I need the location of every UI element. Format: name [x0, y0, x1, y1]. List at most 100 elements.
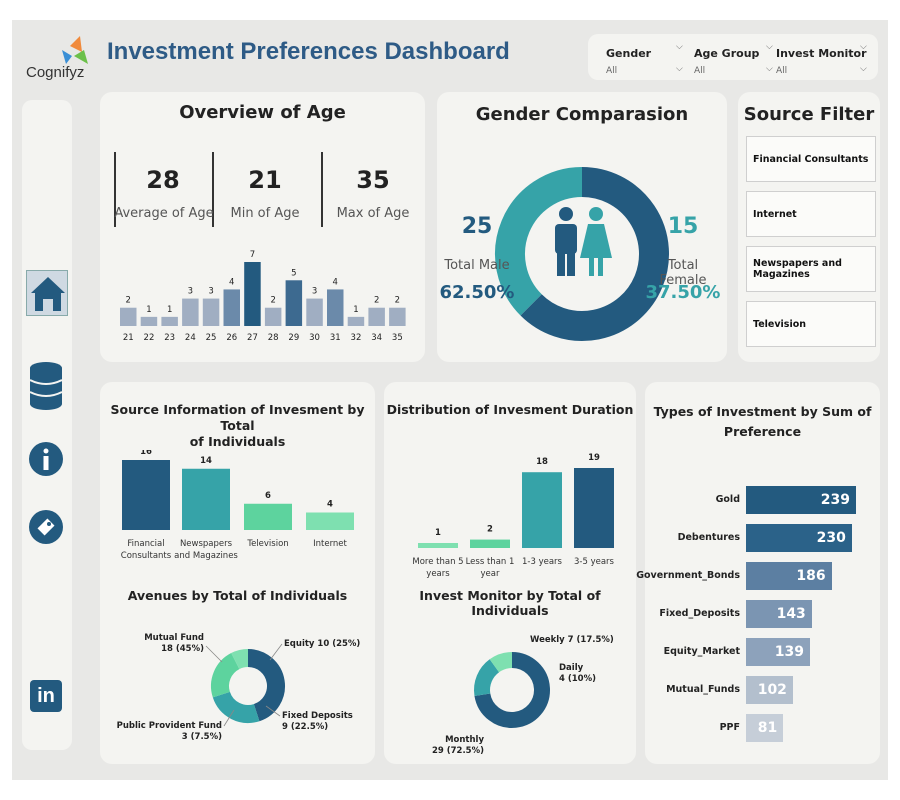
average-age-value: 28 [146, 166, 180, 194]
age-tick-label: 28 [268, 333, 279, 343]
source-filter-newspapers[interactable]: Newspapers and Magazines [746, 246, 876, 292]
duration-bar [470, 539, 510, 548]
source-category-label: Consultants [121, 551, 172, 561]
filter-age-group[interactable]: Age Group ⌵ All ⌵ [694, 42, 774, 76]
source-filter-internet[interactable]: Internet [746, 191, 876, 237]
age-bar-label: 4 [229, 277, 234, 287]
source-filter-financial-consultants[interactable]: Financial Consultants [746, 136, 876, 182]
age-bar-label: 2 [395, 296, 400, 306]
source-filter-television[interactable]: Television [746, 301, 876, 347]
source-filter-card: Source Filter Financial Consultants Inte… [738, 92, 880, 362]
types-title: Types of Investment by Sum of Preference [645, 402, 880, 442]
chevron-down-icon: ⌵ [766, 64, 773, 74]
sidebar: in [22, 100, 72, 750]
duration-category-label: 1-3 years [522, 557, 563, 567]
source-info-title: Source Information of Invesment by Total… [100, 402, 375, 450]
age-bar-label: 1 [353, 305, 358, 315]
female-icon [589, 258, 594, 276]
female-label: Total Female [659, 258, 707, 288]
logo-mark-icon [62, 36, 88, 64]
types-card: Types of Investment by Sum of Preference… [636, 382, 880, 764]
filter-gender[interactable]: Gender ⌵ All ⌵ [606, 42, 686, 76]
age-bar [264, 307, 282, 326]
duration-bar-chart: 1 More than 5 years 2 Less than 1 year 18 1-3 y… [412, 453, 614, 579]
avenues-label: Fixed Deposits [282, 711, 353, 721]
male-count: 25 [461, 214, 493, 239]
monitor-slice [474, 659, 500, 696]
source-bar-value: 14 [200, 456, 212, 466]
filter-label: Gender [606, 47, 652, 60]
filter-label: Age Group [694, 47, 760, 60]
age-tick-label: 24 [185, 333, 196, 343]
avenues-label: 3 (7.5%) [182, 732, 222, 742]
type-bar: 186 [746, 562, 832, 590]
avenues-label: 18 (45%) [161, 644, 204, 654]
male-icon [567, 252, 575, 276]
duration-category-label: Less than 1 [466, 557, 515, 567]
avenues-slice [211, 653, 240, 698]
gender-slice [495, 167, 583, 316]
max-age-label: Max of Age [336, 206, 410, 221]
female-count: 15 [667, 214, 699, 239]
age-bar-label: 2 [126, 296, 131, 306]
source-bar [122, 460, 170, 530]
age-bar [389, 307, 406, 326]
tag-icon[interactable] [27, 508, 67, 548]
male-percent: 62.50% [439, 282, 515, 303]
chevron-down-icon: ⌵ [860, 64, 867, 74]
duration-bar-value: 1 [435, 528, 441, 538]
age-tick-label: 34 [371, 333, 382, 343]
source-filter-title: Source Filter [743, 104, 875, 125]
linkedin-icon[interactable]: in [30, 680, 62, 712]
gender-title: Gender Comparasion [475, 104, 689, 125]
gender-card: Gender Comparasion 25 Total Male 62.50% … [437, 92, 727, 362]
source-info-title-line2: of Individuals [189, 434, 286, 449]
source-bar-value: 6 [265, 491, 271, 501]
age-bar-label: 1 [167, 305, 172, 315]
age-bar [285, 280, 303, 326]
divider [321, 152, 323, 227]
age-bar-label: 3 [312, 287, 317, 297]
leader-line [205, 645, 223, 663]
age-overview-title: Overview of Age [179, 102, 346, 123]
type-label: Government_Bonds [636, 570, 740, 581]
leader-line [265, 705, 281, 717]
home-icon[interactable] [26, 270, 68, 316]
source-bar-value: 16 [140, 450, 152, 457]
age-bar [223, 289, 240, 326]
age-tick-label: 26 [226, 333, 237, 343]
male-icon [557, 252, 565, 276]
database-icon[interactable] [28, 358, 68, 418]
age-tick-label: 30 [309, 333, 320, 343]
duration-bar-value: 18 [536, 457, 548, 467]
min-age-label: Min of Age [230, 206, 300, 221]
divider [114, 152, 116, 227]
duration-bar [522, 472, 562, 548]
age-bar-label: 4 [333, 277, 338, 287]
age-bar [202, 298, 220, 326]
age-bar [182, 298, 199, 326]
age-bar [347, 316, 365, 326]
monitor-title: Invest Monitor by Total of Individuals [419, 588, 601, 618]
female-icon [589, 207, 603, 221]
duration-bar-value: 19 [588, 453, 600, 463]
male-icon [555, 224, 577, 254]
duration-monitor-card: Distribution of Invesment Duration 1 More… [384, 382, 636, 764]
chevron-down-icon: ⌵ [860, 42, 867, 52]
source-avenues-card: Source Information of Invesment by Total… [100, 382, 375, 764]
age-tick-label: 35 [392, 333, 403, 343]
leader-line [223, 709, 235, 727]
age-bar [368, 307, 385, 326]
type-bar: 143 [746, 600, 812, 628]
leader-line [269, 643, 283, 661]
filter-invest-monitor[interactable]: Invest Monitor ⌵ All ⌵ [776, 42, 868, 76]
min-age-value: 21 [248, 166, 282, 194]
info-icon[interactable] [27, 440, 67, 480]
age-bar [140, 316, 158, 326]
dashboard-frame: Cognifyz Investment Preferences Dashboar… [12, 20, 888, 780]
chevron-down-icon: ⌵ [676, 42, 683, 52]
age-tick-label: 27 [247, 333, 258, 343]
avenues-label: Equity 10 (25%) [284, 639, 360, 649]
source-category-label: Newspapers [180, 539, 233, 549]
max-age-value: 35 [356, 166, 390, 194]
